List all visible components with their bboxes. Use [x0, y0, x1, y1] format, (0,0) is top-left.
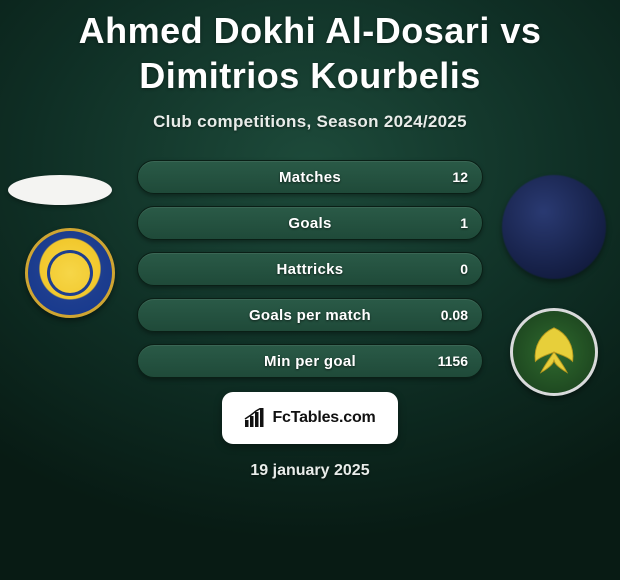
stat-value-right: 1156 — [438, 353, 468, 369]
stat-value-right: 0 — [460, 261, 468, 277]
snapshot-date: 19 january 2025 — [0, 462, 620, 480]
stat-label: Hattricks — [277, 261, 344, 278]
bar-chart-icon — [244, 408, 266, 428]
stat-value-right: 0.08 — [441, 307, 468, 323]
brand-badge: FcTables.com — [222, 392, 398, 444]
stat-label: Matches — [279, 169, 341, 186]
stat-row-matches: Matches 12 — [137, 160, 483, 194]
player2-photo-placeholder — [502, 175, 606, 279]
stat-value-right: 12 — [452, 169, 468, 185]
stat-label: Goals per match — [249, 307, 371, 324]
stat-value-right: 1 — [460, 215, 468, 231]
stat-row-min-per-goal: Min per goal 1156 — [137, 344, 483, 378]
player1-photo-placeholder — [8, 175, 112, 205]
stat-label: Goals — [288, 215, 331, 232]
comparison-title: Ahmed Dokhi Al-Dosari vs Dimitrios Kourb… — [0, 8, 620, 98]
stat-row-goals: Goals 1 — [137, 206, 483, 240]
stat-row-hattricks: Hattricks 0 — [137, 252, 483, 286]
stats-list: Matches 12 Goals 1 Hattricks 0 Goals per… — [137, 160, 483, 378]
card-content: Ahmed Dokhi Al-Dosari vs Dimitrios Kourb… — [0, 0, 620, 580]
stat-label: Min per goal — [264, 353, 356, 370]
falcon-icon — [513, 311, 595, 393]
player2-club-badge — [510, 308, 598, 396]
stat-row-goals-per-match: Goals per match 0.08 — [137, 298, 483, 332]
player1-club-badge — [25, 228, 115, 318]
brand-text: FcTables.com — [272, 409, 375, 427]
season-subtitle: Club competitions, Season 2024/2025 — [0, 112, 620, 132]
